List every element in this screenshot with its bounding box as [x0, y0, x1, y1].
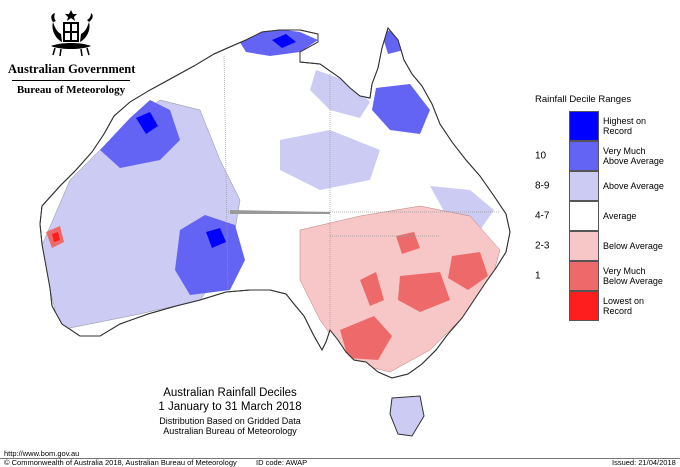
legend: Rainfall Decile Ranges Highest on Record…	[535, 94, 680, 321]
legend-row: 1 Very Much Below Average	[535, 261, 680, 291]
id-code-text: ID code: AWAP	[256, 458, 308, 467]
legend-title: Rainfall Decile Ranges	[535, 94, 632, 105]
legend-row: Lowest on Record	[535, 291, 680, 321]
map-title: Australian Rainfall Deciles	[163, 387, 297, 399]
website-link[interactable]: http://www.bom.gov.au	[4, 449, 80, 458]
legend-row: 4-7 Average	[535, 201, 680, 231]
state-borders	[223, 55, 500, 330]
map-method: Distribution Based on Gridded Data	[159, 416, 301, 426]
legend-label: Lowest on Record	[603, 296, 645, 316]
tasmania	[389, 395, 425, 437]
map-period: 1 January to 31 March 2018	[158, 401, 302, 413]
government-name: Australian Government	[8, 62, 136, 76]
legend-label: Very Much Above Average	[603, 146, 664, 166]
legend-swatch	[569, 201, 599, 231]
legend-label: Below Average	[603, 241, 663, 251]
legend-decile-code: 8-9	[535, 180, 550, 192]
map-source: Australian Bureau of Meteorology	[163, 426, 297, 436]
legend-row: Highest on Record	[535, 111, 680, 141]
copyright-text: © Commonwealth of Australia 2018, Austra…	[4, 458, 237, 467]
header-divider	[12, 80, 130, 81]
legend-label: Highest on Record	[603, 116, 647, 136]
legend-row: 8-9 Above Average	[535, 171, 680, 201]
footer-divider	[0, 458, 680, 459]
legend-label: Average	[603, 211, 637, 221]
legend-decile-code: 4-7	[535, 210, 550, 222]
bureau-name: Bureau of Meteorology	[16, 84, 126, 96]
legend-row: 10 Very Much Above Average	[535, 141, 680, 171]
legend-decile-code: 2-3	[535, 240, 550, 252]
legend-swatch	[569, 291, 599, 321]
legend-swatch	[569, 261, 599, 291]
legend-decile-code: 10	[535, 150, 547, 162]
legend-swatch	[569, 141, 599, 171]
map-title-block: Australian Rainfall Deciles 1 January to…	[120, 387, 340, 436]
legend-row: 2-3 Below Average	[535, 231, 680, 261]
legend-label: Above Average	[603, 181, 664, 191]
legend-swatch	[569, 231, 599, 261]
legend-decile-code: 1	[535, 270, 541, 282]
legend-swatch	[569, 171, 599, 201]
coat-of-arms-icon	[51, 10, 93, 57]
issued-date-text: Issued: 21/04/2018	[612, 458, 676, 467]
agency-header: Australian Government Bureau of Meteorol…	[8, 8, 136, 96]
legend-swatch	[569, 111, 599, 141]
legend-label: Very Much Below Average	[603, 266, 663, 286]
decile-regions	[40, 28, 501, 373]
